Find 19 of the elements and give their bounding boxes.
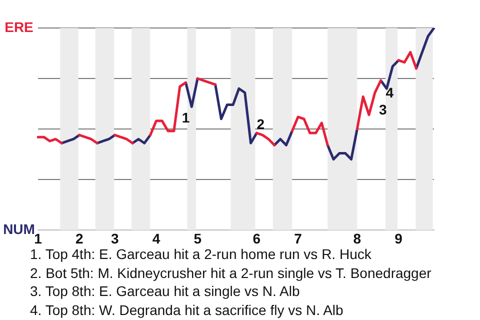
x-tick-label: 8 [353, 230, 362, 246]
annotation: 4 [386, 84, 394, 100]
text: 1. Top 4th: E. Garceau hit a 2-run home run vs R. Huck [30, 245, 372, 264]
text: 3. Top 8th: E. Garceau hit a single vs N. Alb [30, 282, 301, 300]
text: 2. Bot 5th: M. Kidneycrusher hit a 2-run single vs T. Bonedragger [30, 264, 432, 282]
x-tick-label: 5 [194, 230, 202, 246]
x-tick-label: 7 [294, 230, 302, 246]
x-tick-label: 4 [152, 230, 160, 246]
x-tick-label: 9 [394, 230, 403, 246]
x-tick-label: 3 [110, 230, 119, 246]
annotation: 3 [378, 102, 387, 118]
x-tick-label: 6 [252, 230, 261, 246]
annotation: 1 [182, 109, 190, 126]
x-tick-label: 2 [75, 230, 84, 246]
x-tick-label: 1 [34, 230, 42, 246]
text: ERE [4, 18, 34, 35]
text: 4. Top 8th: W. Degranda hit a sacrifice fly vs N. Alb [30, 300, 344, 319]
annotation: 2 [256, 116, 265, 132]
text: NUM [3, 220, 35, 237]
